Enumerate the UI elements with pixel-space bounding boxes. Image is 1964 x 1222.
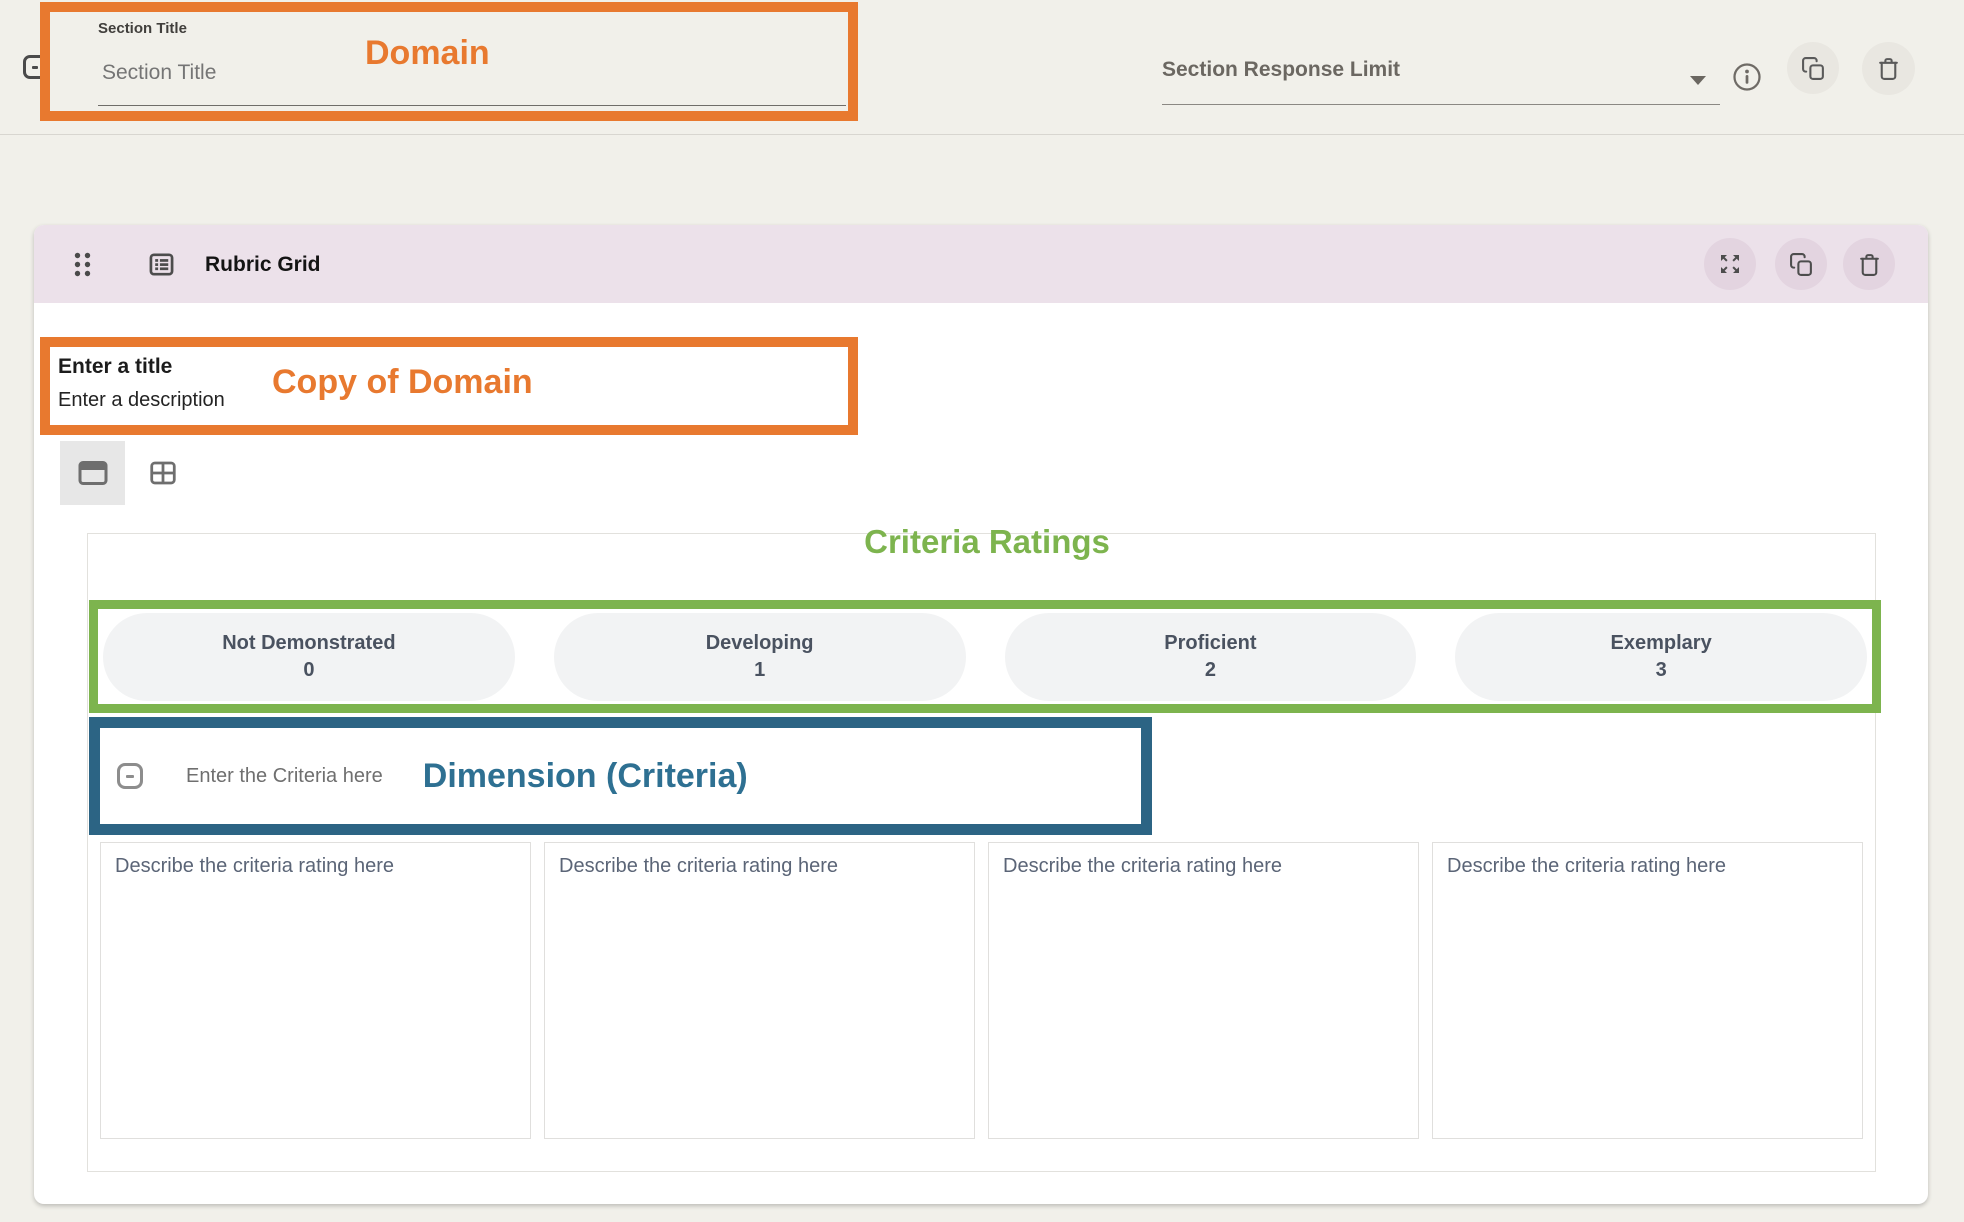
rubric-grid-type-icon xyxy=(148,251,175,278)
card-view-icon xyxy=(78,461,107,485)
rating-points: 0 xyxy=(303,658,315,681)
minus-icon xyxy=(32,65,38,69)
section-title-label: Section Title xyxy=(98,20,187,37)
criteria-ratings-annotation-text: Criteria Ratings xyxy=(864,523,1110,560)
rubric-grid-card-header: Rubric Grid xyxy=(34,225,1928,303)
info-icon xyxy=(1733,63,1761,91)
dimension-annotation-text: Dimension (Criteria) xyxy=(422,756,748,795)
domain-annotation-box: Section Title Domain xyxy=(40,2,858,121)
table-view-toggle[interactable] xyxy=(144,455,182,491)
rating-points: 3 xyxy=(1655,658,1667,681)
rating-description-cell[interactable]: Describe the criteria rating here xyxy=(988,842,1419,1139)
card-title: Rubric Grid xyxy=(205,253,321,276)
rating-points: 2 xyxy=(1204,658,1216,681)
section-title-underline xyxy=(98,105,846,106)
expand-button[interactable] xyxy=(1704,238,1756,290)
rating-label: Exemplary xyxy=(1610,631,1712,654)
rating-points: 1 xyxy=(754,658,766,681)
table-view-icon xyxy=(150,461,176,485)
dimension-annotation-box: Enter the Criteria here Dimension (Crite… xyxy=(89,717,1152,835)
rating-pill-not-demonstrated[interactable]: Not Demonstrated 0 xyxy=(103,612,515,701)
rating-description-cell[interactable]: Describe the criteria rating here xyxy=(1432,842,1863,1139)
criteria-rating-cells: Describe the criteria rating here Descri… xyxy=(100,842,1863,1139)
copy-component-button[interactable] xyxy=(1775,238,1827,290)
section-response-limit-select[interactable]: Section Response Limit xyxy=(1162,58,1401,81)
minus-icon xyxy=(126,774,134,778)
drag-handle-icon[interactable] xyxy=(73,251,92,278)
section-title-input[interactable] xyxy=(100,60,844,86)
expand-icon xyxy=(1721,255,1739,273)
copy-of-domain-annotation-text: Copy of Domain xyxy=(272,363,533,401)
copy-section-button[interactable] xyxy=(1787,42,1839,94)
criteria-title-placeholder[interactable]: Enter the Criteria here xyxy=(186,764,383,787)
rating-label: Not Demonstrated xyxy=(222,631,396,654)
rating-label: Developing xyxy=(705,631,814,654)
rating-pill-developing[interactable]: Developing 1 xyxy=(553,612,966,701)
criteria-ratings-annotation-box: Not Demonstrated 0 Developing 1 Proficie… xyxy=(89,600,1881,713)
rating-label: Proficient xyxy=(1164,631,1257,654)
copy-of-domain-annotation-box: Enter a title Enter a description Copy o… xyxy=(40,337,858,435)
copy-icon xyxy=(1801,56,1824,80)
rubric-grid-card: Rubric Grid Enter a xyxy=(34,225,1928,1204)
criteria-collapse-button[interactable] xyxy=(117,763,143,789)
rubric-description-placeholder[interactable]: Enter a description xyxy=(58,389,225,411)
rubric-title-placeholder[interactable]: Enter a title xyxy=(58,355,173,378)
trash-icon xyxy=(1859,253,1879,276)
rating-pill-proficient[interactable]: Proficient 2 xyxy=(1004,612,1417,701)
chevron-down-icon[interactable] xyxy=(1690,76,1706,85)
delete-component-button[interactable] xyxy=(1843,238,1895,290)
select-underline xyxy=(1162,104,1720,105)
drag-dots-icon xyxy=(74,252,91,277)
card-view-toggle[interactable] xyxy=(60,441,125,505)
copy-icon xyxy=(1789,252,1812,276)
trash-icon xyxy=(1879,58,1898,80)
rating-pill-exemplary[interactable]: Exemplary 3 xyxy=(1455,612,1867,701)
rating-description-cell[interactable]: Describe the criteria rating here xyxy=(544,842,975,1139)
delete-section-button[interactable] xyxy=(1862,42,1915,95)
list-grid-icon xyxy=(149,253,174,276)
header-divider xyxy=(0,134,1964,135)
rating-description-cell[interactable]: Describe the criteria rating here xyxy=(100,842,531,1139)
info-button[interactable] xyxy=(1732,62,1762,92)
domain-annotation-text: Domain xyxy=(365,34,490,72)
